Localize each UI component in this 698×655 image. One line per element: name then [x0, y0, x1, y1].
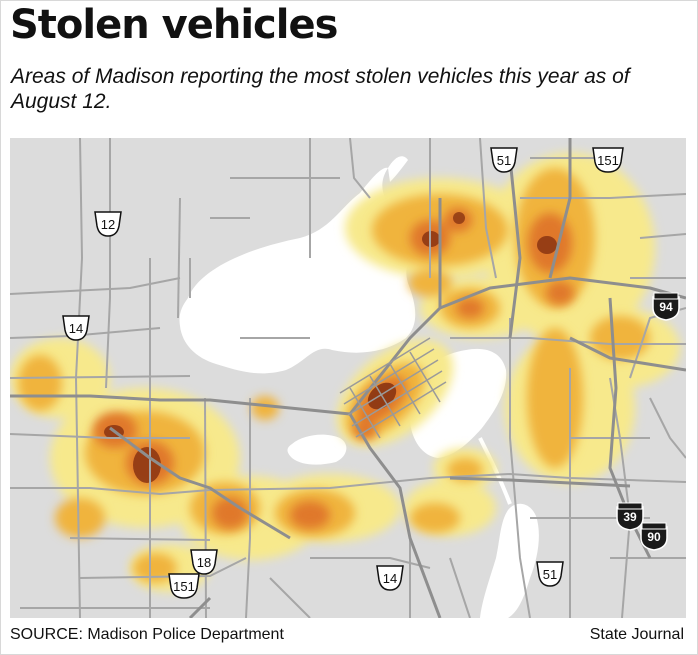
us-highway-shield-icon: 51 — [536, 561, 564, 587]
us-highway-shield-icon: 151 — [592, 147, 624, 173]
lake-waubesa — [480, 503, 539, 618]
highway-marker-label: 151 — [173, 579, 195, 594]
downtown-grid — [339, 337, 447, 439]
us-highway-shield-icon: 151 — [168, 573, 200, 599]
subtitle: Areas of Madison reporting the most stol… — [11, 65, 630, 113]
highway-marker-label: 18 — [197, 555, 211, 570]
highway-marker-label: 94 — [659, 300, 673, 314]
us-highway-shield-icon: 14 — [62, 315, 90, 341]
lake-wingra — [287, 434, 347, 465]
road-network — [10, 138, 686, 618]
source-note: SOURCE: Madison Police Department — [10, 626, 284, 643]
highway-marker-label: 14 — [383, 571, 397, 586]
interstate-shield-icon: 90 — [640, 522, 668, 551]
credit: State Journal — [589, 626, 684, 643]
title: Stolen vehicles — [10, 2, 338, 48]
highway-marker-label: 51 — [543, 567, 557, 582]
us-highway-shield-icon: 51 — [490, 147, 518, 173]
us-highway-shield-icon: 14 — [376, 565, 404, 591]
highway-marker-label: 14 — [69, 321, 83, 336]
highway-marker-label: 90 — [647, 530, 661, 544]
heat-map: 51 151 12 14 94 39 90 18 151 14 51 — [10, 138, 686, 618]
interstate-shield-icon: 94 — [652, 292, 680, 321]
highway-marker-label: 39 — [623, 510, 637, 524]
highway-marker-label: 151 — [597, 153, 619, 168]
lake-mendota-north-inlet — [388, 156, 408, 182]
us-highway-shield-icon: 12 — [94, 211, 122, 237]
interstate-shield-icon: 39 — [616, 502, 644, 531]
highway-network — [10, 138, 686, 618]
highway-marker-label: 12 — [101, 217, 115, 232]
us-highway-shield-icon: 18 — [190, 549, 218, 575]
highway-marker-label: 51 — [497, 153, 511, 168]
